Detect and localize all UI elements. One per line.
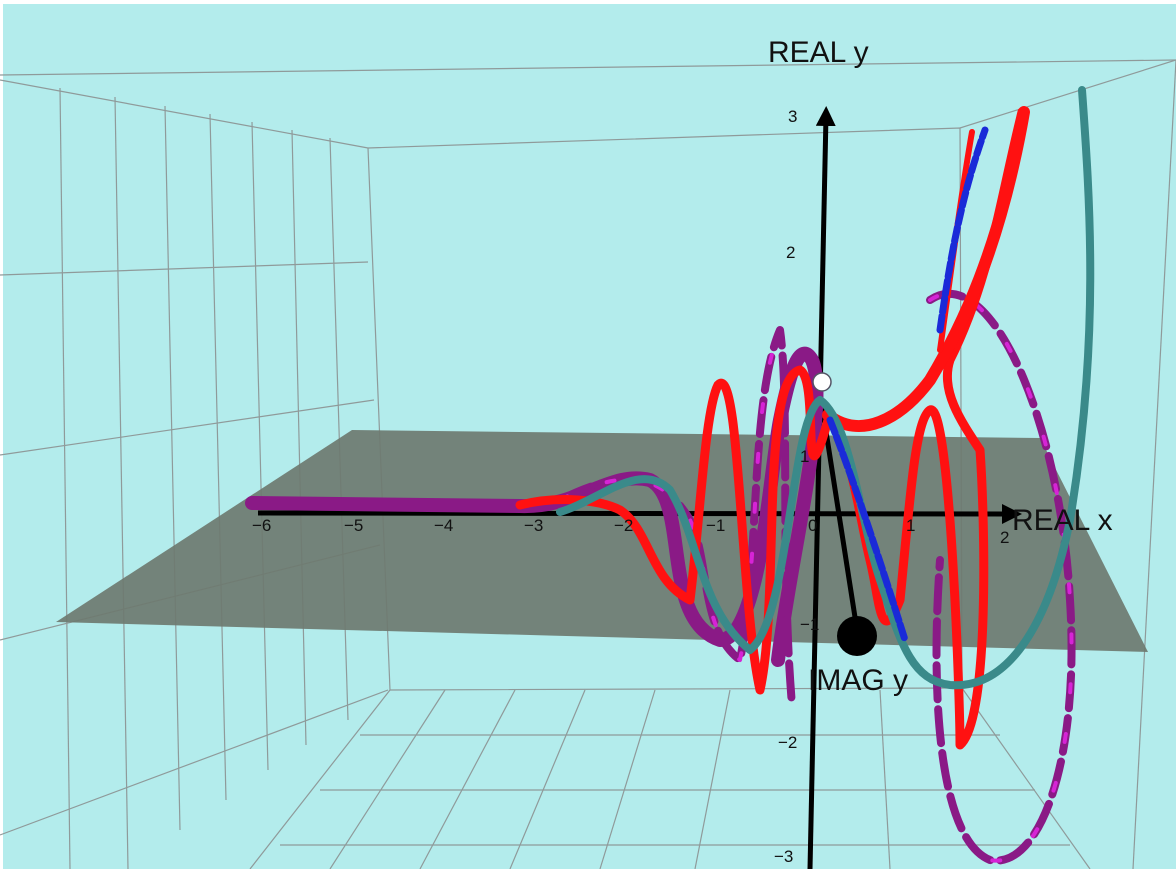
y-tick-labels: 3 2 −2 −3 — [774, 107, 797, 866]
top-border — [0, 0, 1176, 4]
x-tick: −3 — [524, 516, 543, 535]
imag-y-axis-title: IMAG y — [808, 664, 908, 697]
x-tick-labels: −6 −5 −4 −3 −2 −1 0 1 2 — [252, 516, 1009, 547]
real-y-axis-title: REAL y — [768, 36, 869, 69]
x-tick: −5 — [344, 516, 363, 535]
real-x-axis-title: REAL x — [1012, 504, 1113, 537]
left-border — [0, 0, 3, 869]
blue-curve — [826, 126, 989, 644]
function-curves — [245, 86, 1095, 865]
y-tick: −2 — [778, 733, 797, 752]
bounding-box-grid — [0, 59, 1176, 869]
x-tick: −2 — [614, 516, 633, 535]
x-tick: −1 — [706, 516, 725, 535]
magenta-dashes — [558, 291, 1074, 863]
y-tick: 3 — [788, 107, 797, 126]
y-tick: −3 — [774, 847, 793, 866]
x-tick: 0 — [808, 516, 817, 535]
real-x-axis — [257, 503, 1022, 524]
x-tick: −4 — [434, 516, 453, 535]
imag-tick: −1 — [800, 615, 819, 634]
x-tick: 1 — [906, 516, 915, 535]
red-main-branch — [822, 106, 1030, 432]
y-tick: 2 — [786, 243, 795, 262]
imag-tick-labels: 1 −1 — [800, 447, 819, 634]
real-y-axis — [807, 106, 836, 869]
x-tick: −6 — [252, 516, 271, 535]
origin-point[interactable] — [812, 372, 832, 392]
x-tick: 2 — [1000, 528, 1009, 547]
imag-tick: 1 — [800, 447, 809, 466]
imag-y-arrow-ball — [837, 616, 877, 656]
